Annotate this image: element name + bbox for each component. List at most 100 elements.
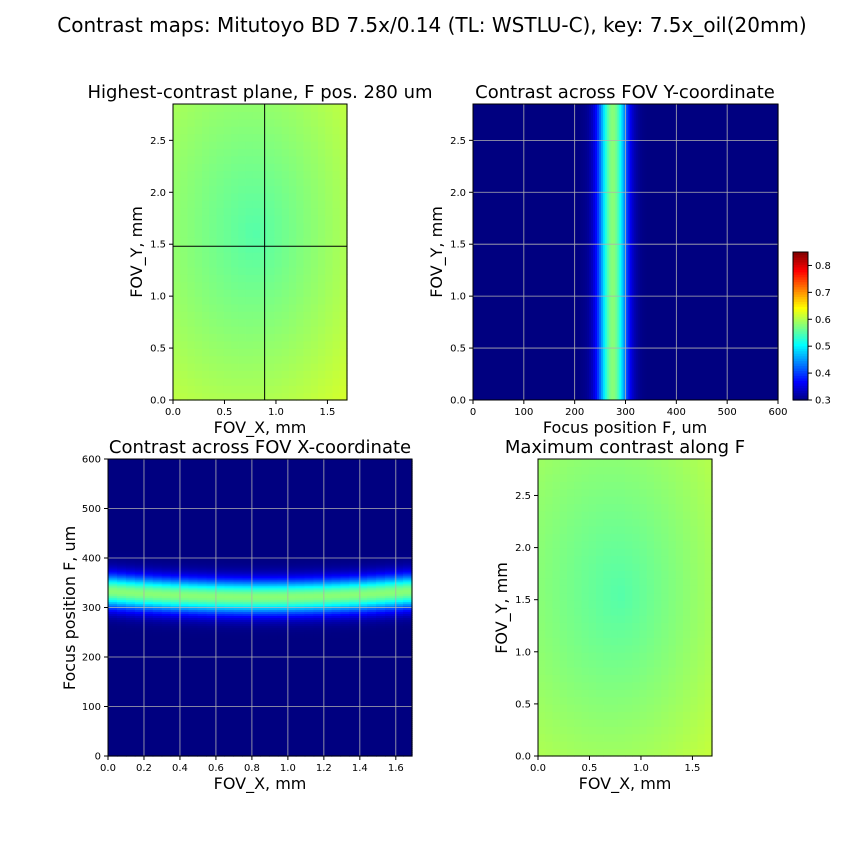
heatmap-cell	[619, 104, 623, 400]
heatmap-cell	[125, 603, 136, 607]
heatmap-cell	[209, 355, 218, 364]
heatmap-cell	[260, 340, 268, 349]
heatmap-cell	[170, 500, 181, 504]
heatmap-cell	[322, 724, 333, 727]
heatmap-cell	[197, 657, 207, 660]
heatmap-cell	[313, 655, 324, 658]
heatmap-cell	[540, 104, 543, 400]
heatmap-cell	[233, 621, 243, 624]
heatmap-cell	[170, 556, 181, 559]
heatmap-cell	[313, 724, 324, 727]
heatmap-cell	[339, 111, 348, 120]
heatmap-cell	[310, 252, 319, 260]
heatmap-cell	[152, 474, 163, 478]
heatmap-cell	[180, 192, 189, 201]
heatmap-cell	[304, 459, 315, 462]
heatmap-cell	[143, 738, 154, 741]
heatmap-cell	[260, 540, 270, 543]
heatmap-cell	[260, 500, 270, 504]
heatmap-cell	[233, 649, 243, 652]
heatmap-cell	[267, 318, 276, 327]
heatmap-cell	[215, 526, 225, 529]
heatmap-cell	[161, 510, 172, 514]
heatmap-cell	[286, 490, 297, 494]
heatmap-cell	[108, 559, 118, 563]
heatmap-cell	[143, 480, 154, 484]
heatmap-cell	[668, 104, 671, 400]
heatmap-cell	[206, 524, 216, 527]
heatmap-cell	[116, 722, 127, 725]
heatmap-cell	[197, 597, 207, 601]
heatmap-cell	[304, 641, 315, 644]
heatmap-cell	[125, 484, 136, 488]
heatmap-cell	[206, 460, 216, 464]
heatmap-cell	[108, 682, 118, 686]
heatmap-cell	[206, 538, 216, 541]
heatmap-cell	[215, 510, 225, 514]
heatmap-cell	[108, 732, 118, 735]
heatmap-cell	[108, 514, 118, 518]
heatmap-cell	[268, 561, 279, 565]
heatmap-cell	[108, 536, 118, 539]
heatmap-cell	[245, 326, 254, 334]
heatmap-cell	[233, 601, 243, 605]
heatmap-cell	[251, 558, 261, 561]
heatmap-cell	[125, 643, 136, 646]
heatmap-cell	[251, 532, 261, 535]
heatmap-cell	[325, 141, 334, 149]
heatmap-cell	[108, 464, 118, 468]
heatmap-cell	[286, 710, 297, 714]
heatmap-cell	[125, 474, 136, 478]
heatmap-cell	[318, 274, 326, 283]
heatmap-cell	[242, 748, 252, 751]
heatmap-cell	[197, 680, 207, 684]
heatmap-cell	[223, 155, 232, 164]
heatmap-cell	[152, 722, 163, 725]
heatmap-cell	[170, 486, 181, 490]
heatmap-cell	[209, 363, 218, 371]
heatmap-cell	[125, 668, 136, 672]
heatmap-cell	[116, 569, 127, 573]
heatmap-cell	[286, 664, 297, 668]
heatmap-cell	[134, 647, 145, 650]
heatmap-cell	[277, 607, 288, 611]
heatmap-cell	[304, 617, 315, 620]
heatmap-cell	[161, 492, 172, 496]
heatmap-cell	[161, 552, 172, 555]
heatmap-cell	[143, 552, 154, 555]
heatmap-cell	[251, 498, 261, 502]
heatmap-cell	[116, 512, 127, 516]
heatmap-cell	[206, 472, 216, 476]
heatmap-cell	[170, 704, 181, 708]
heatmap-cell	[179, 607, 190, 611]
heatmap-cell	[224, 609, 234, 613]
heatmap-cell	[274, 215, 283, 223]
heatmap-cell	[202, 363, 210, 371]
heatmap-cell	[286, 639, 297, 642]
heatmap-cell	[197, 688, 207, 692]
heatmap-cell	[224, 672, 234, 676]
heatmap-cell	[143, 728, 154, 731]
heatmap-cell	[215, 593, 225, 597]
heatmap-cell	[125, 617, 136, 620]
heatmap-cell	[116, 558, 127, 561]
heatmap-cell	[295, 569, 306, 573]
heatmap-cell	[108, 694, 118, 698]
heatmap-cell	[286, 585, 297, 589]
heatmap-cell	[224, 645, 234, 648]
heatmap-cell	[206, 680, 216, 684]
heatmap-cell	[152, 460, 163, 464]
heatmap-cell	[304, 625, 315, 628]
heatmap-cell	[125, 613, 136, 617]
heatmap-cell	[231, 333, 239, 342]
heatmap-cell	[268, 532, 279, 535]
heatmap-cell	[303, 259, 312, 268]
heatmap-cell	[197, 712, 207, 716]
heatmap-cell	[481, 104, 484, 400]
heatmap-cell	[152, 577, 163, 581]
heatmap-cell	[251, 645, 261, 648]
heatmap-cell	[277, 623, 288, 626]
heatmap-cell	[286, 611, 297, 615]
heatmap-cell	[216, 281, 225, 290]
heatmap-cell	[325, 215, 334, 223]
